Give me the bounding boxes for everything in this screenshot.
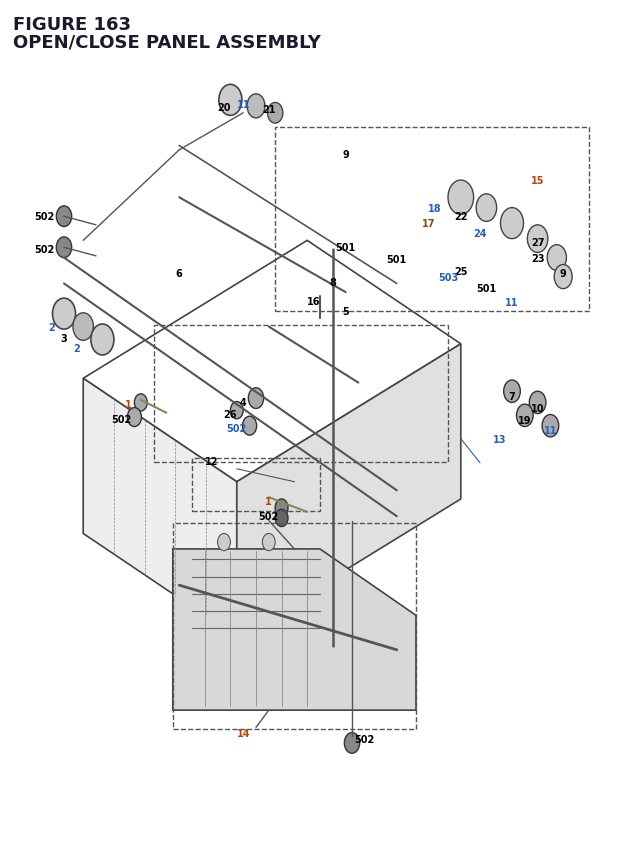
Circle shape xyxy=(547,245,566,271)
Text: 18: 18 xyxy=(428,204,442,214)
Text: 22: 22 xyxy=(454,212,468,222)
Text: 501: 501 xyxy=(387,255,407,265)
Text: 13: 13 xyxy=(492,434,506,444)
Text: 6: 6 xyxy=(176,269,182,279)
Circle shape xyxy=(243,417,257,436)
Text: FIGURE 163: FIGURE 163 xyxy=(13,16,131,34)
Text: 11: 11 xyxy=(505,298,519,308)
Text: 503: 503 xyxy=(438,273,458,283)
Circle shape xyxy=(262,534,275,551)
Text: 9: 9 xyxy=(342,150,349,160)
Text: 502: 502 xyxy=(111,414,132,424)
Circle shape xyxy=(504,381,520,403)
Text: 10: 10 xyxy=(531,403,545,413)
Text: 25: 25 xyxy=(454,266,468,276)
Circle shape xyxy=(344,733,360,753)
Circle shape xyxy=(219,85,242,116)
Circle shape xyxy=(134,394,147,412)
Text: 17: 17 xyxy=(422,219,436,229)
Circle shape xyxy=(268,103,283,124)
Circle shape xyxy=(230,402,243,419)
Text: 4: 4 xyxy=(240,397,246,407)
Circle shape xyxy=(542,415,559,437)
Circle shape xyxy=(248,388,264,409)
Circle shape xyxy=(218,534,230,551)
Text: 11: 11 xyxy=(543,425,557,436)
Text: 24: 24 xyxy=(473,229,487,239)
Text: 23: 23 xyxy=(531,253,545,263)
Circle shape xyxy=(527,226,548,253)
Text: 12: 12 xyxy=(204,456,218,467)
Text: 21: 21 xyxy=(262,105,276,115)
Text: 502: 502 xyxy=(227,424,247,434)
Text: 502: 502 xyxy=(35,245,55,255)
Circle shape xyxy=(516,405,533,427)
Text: OPEN/CLOSE PANEL ASSEMBLY: OPEN/CLOSE PANEL ASSEMBLY xyxy=(13,34,321,52)
Text: 502: 502 xyxy=(355,734,375,744)
Text: 3: 3 xyxy=(61,333,67,344)
Text: 502: 502 xyxy=(259,511,279,522)
Polygon shape xyxy=(83,379,237,637)
Text: 26: 26 xyxy=(223,410,237,420)
Circle shape xyxy=(554,265,572,289)
Circle shape xyxy=(56,207,72,227)
Text: 1: 1 xyxy=(125,400,131,410)
Polygon shape xyxy=(173,549,416,710)
Circle shape xyxy=(52,299,76,330)
Text: 11: 11 xyxy=(236,100,250,110)
Circle shape xyxy=(275,510,288,527)
Text: 8: 8 xyxy=(330,277,336,288)
Text: 16: 16 xyxy=(307,296,321,307)
Text: 2: 2 xyxy=(74,344,80,354)
Polygon shape xyxy=(237,344,461,637)
Text: 7: 7 xyxy=(509,391,515,401)
Circle shape xyxy=(247,95,265,119)
Circle shape xyxy=(476,195,497,222)
Text: 1: 1 xyxy=(266,496,272,506)
Text: 2: 2 xyxy=(48,322,54,332)
Text: 9: 9 xyxy=(560,269,566,279)
Circle shape xyxy=(275,499,288,517)
Text: 14: 14 xyxy=(236,728,250,739)
Circle shape xyxy=(500,208,524,239)
Circle shape xyxy=(448,181,474,215)
Text: 20: 20 xyxy=(217,102,231,113)
Text: 15: 15 xyxy=(531,176,545,186)
Circle shape xyxy=(73,313,93,341)
Text: 502: 502 xyxy=(35,212,55,222)
Circle shape xyxy=(56,238,72,258)
Text: 501: 501 xyxy=(335,243,356,253)
Text: 19: 19 xyxy=(518,415,532,425)
Text: 27: 27 xyxy=(531,238,545,248)
Text: 501: 501 xyxy=(476,283,497,294)
Circle shape xyxy=(127,408,141,427)
Circle shape xyxy=(91,325,114,356)
Text: 5: 5 xyxy=(342,307,349,317)
Circle shape xyxy=(529,392,546,414)
